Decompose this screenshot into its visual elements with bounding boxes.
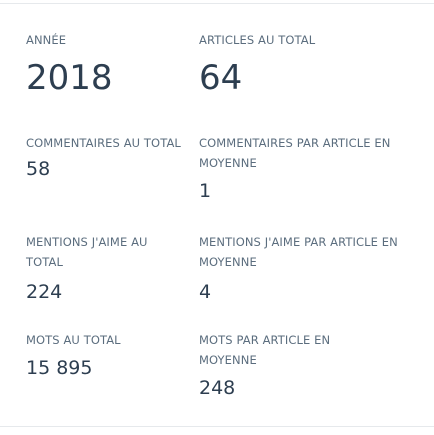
top-divider	[0, 3, 434, 4]
stat-comments-total-label: COMMENTAIRES AU TOTAL	[26, 136, 181, 150]
stat-words-per-article-value: 248	[199, 377, 236, 399]
stat-likes-total: MENTIONS J'AIME AU TOTAL 224	[26, 232, 171, 304]
bottom-divider	[0, 426, 434, 427]
stat-likes-per-article: MENTIONS J'AIME PAR ARTICLE EN MOYENNE 4	[199, 232, 409, 304]
stat-words-total-value: 15 895	[26, 357, 93, 379]
stat-articles-total-value: 64	[199, 58, 243, 98]
stat-comments-per-article-value: 1	[199, 180, 212, 202]
stat-year: ANNÉE 2018	[26, 30, 176, 98]
stat-words-total: MOTS AU TOTAL 15 895	[26, 330, 176, 380]
stat-likes-total-label: MENTIONS J'AIME AU TOTAL	[26, 235, 148, 269]
stat-comments-total: COMMENTAIRES AU TOTAL 58	[26, 133, 206, 181]
stat-words-per-article-label: MOTS PAR ARTICLE EN MOYENNE	[199, 333, 331, 367]
stat-likes-per-article-value: 4	[199, 281, 212, 303]
stat-articles-total-label: ARTICLES AU TOTAL	[199, 33, 316, 47]
stat-comments-per-article: COMMENTAIRES PAR ARTICLE EN MOYENNE 1	[199, 133, 431, 203]
stat-words-per-article: MOTS PAR ARTICLE EN MOYENNE 248	[199, 330, 374, 400]
stat-articles-total: ARTICLES AU TOTAL 64	[199, 30, 409, 98]
stat-likes-per-article-label: MENTIONS J'AIME PAR ARTICLE EN MOYENNE	[199, 235, 398, 269]
stat-comments-total-value: 58	[26, 158, 51, 180]
stat-likes-total-value: 224	[26, 281, 63, 303]
stat-year-value: 2018	[26, 58, 113, 98]
stat-comments-per-article-label: COMMENTAIRES PAR ARTICLE EN MOYENNE	[199, 136, 391, 170]
stat-words-total-label: MOTS AU TOTAL	[26, 333, 121, 347]
stat-year-label: ANNÉE	[26, 33, 67, 47]
